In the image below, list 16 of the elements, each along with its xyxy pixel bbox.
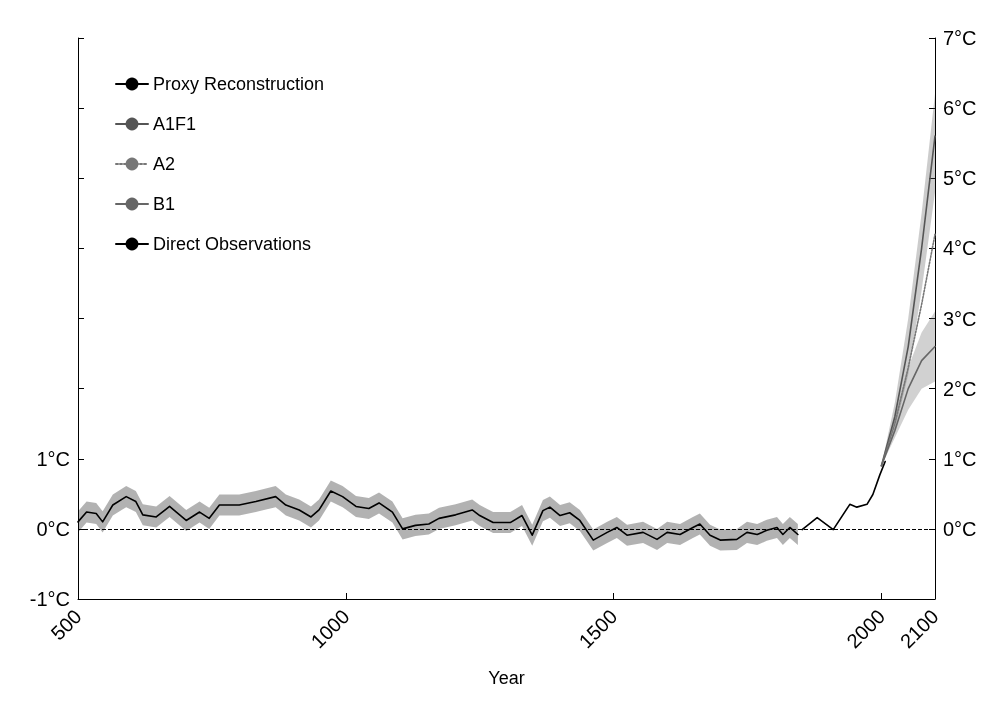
y2-tick-label: 1°C (943, 447, 977, 470)
y-tick-label: 0°C (36, 517, 70, 540)
y2-tick-label: 2°C (943, 377, 977, 400)
y-tick-label: 1°C (36, 447, 70, 470)
y2-tick-label: 3°C (943, 307, 977, 330)
y2-tick-label: 6°C (943, 97, 977, 120)
legend-label: A1F1 (153, 114, 197, 134)
x-axis-title: Year (488, 668, 525, 688)
y2-tick-label: 4°C (943, 237, 977, 260)
y2-tick-label: 5°C (943, 167, 977, 190)
y2-tick-label: 7°C (943, 27, 977, 49)
legend-label: A2 (153, 154, 176, 174)
legend-label: B1 (153, 194, 176, 214)
legend-label: Proxy Reconstruction (153, 74, 325, 94)
y2-tick-label: 0°C (943, 517, 977, 540)
legend-label: Direct Observations (153, 234, 312, 254)
